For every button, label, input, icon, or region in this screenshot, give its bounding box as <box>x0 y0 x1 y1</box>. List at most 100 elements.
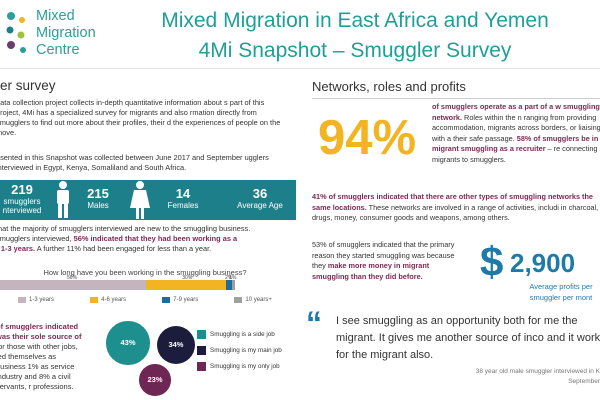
bubble: 23% <box>139 364 171 396</box>
newness-highlight-a: 56% indicated that they had been working… <box>73 234 238 243</box>
stat-age-label: Average Age <box>237 201 283 210</box>
bubble-legend-swatch <box>197 330 206 339</box>
presented-paragraph: esented in this Snapshot was collected b… <box>0 153 269 172</box>
bubble-legend-item: Smuggling is a side job <box>197 330 275 339</box>
logo-line-2: Migration <box>36 25 96 41</box>
bar-value-label: 2% <box>225 275 233 281</box>
job-highlight-a: of smugglers indicated <box>0 322 79 331</box>
network-highlight-b: smuggling network. <box>432 102 600 122</box>
title-line-1: Mixed Migration in East Africa and Yemen <box>161 9 549 32</box>
legend-item: 7-9 years <box>162 297 198 303</box>
logo-dots-icon <box>6 12 26 53</box>
newness-text-b: A further 11% had been engaged for less … <box>35 244 212 253</box>
other-networks-highlight-b: the same locations. <box>312 192 593 212</box>
newness-line-1: that the majority of smugglers interview… <box>0 224 251 233</box>
bubble-legend-label: Smuggling is a side job <box>210 331 275 338</box>
right-section-rule <box>312 98 600 99</box>
bar-value-label: 1% <box>229 275 237 281</box>
stat-females: 14 Females <box>158 186 208 210</box>
newness-line-2: smugglers interviewed, 56% indicated tha… <box>0 234 288 244</box>
stat-females-num: 14 <box>175 186 191 201</box>
reason-highlight: make more money in migrant smuggling tha… <box>312 261 430 281</box>
intro-paragraph: data collection project collects in-dept… <box>0 98 281 137</box>
legend-label: 10 years+ <box>245 297 272 303</box>
stat-males-num: 215 <box>87 186 109 201</box>
profit-label-2: smuggler per mont <box>529 293 593 302</box>
other-networks-text: These networks are involved in a range o… <box>312 202 599 223</box>
network-text-a: Roles within the n ranging from providin… <box>432 112 600 143</box>
network-text-b: – re connecting migrants to smugglers. <box>432 144 598 164</box>
stat-interviewed-num: 219 <box>11 182 33 197</box>
stat-age: 36 Average Age <box>230 186 290 210</box>
chart-title: How long have you been working in the sm… <box>43 268 247 277</box>
quote-text: I see smuggling as an opportunity both f… <box>336 315 600 361</box>
quote-attribution: 38 year old male smuggler interviewed in… <box>350 367 600 387</box>
legend-item: 1-3 years <box>18 297 54 303</box>
bar-value-label: 30% <box>182 275 193 281</box>
header-divider <box>0 68 600 69</box>
stacked-bar <box>0 280 264 290</box>
male-icon <box>57 181 69 218</box>
bubble: 34% <box>156 325 196 365</box>
bubble-legend-label: Smuggling is my only job <box>210 363 280 370</box>
quote-icon: “ <box>306 305 322 341</box>
stat-males-label: Males <box>87 201 109 210</box>
female-icon <box>130 181 150 219</box>
left-section-title: er survey <box>0 78 56 93</box>
stat-females-label: Females <box>167 201 199 210</box>
newness-text-a: smugglers interviewed, <box>0 234 74 243</box>
legend-swatch <box>18 297 27 303</box>
newness-line-3: r 1-3 years. A further 11% had been enga… <box>0 244 288 254</box>
legend-label: 1-3 years <box>29 297 55 303</box>
title-line-2: 4Mi Snapshot – Smuggler Survey <box>198 39 512 62</box>
other-networks-highlight-a: 41% of smugglers indicated that there ar… <box>312 192 581 201</box>
mmc-logo: Mixed Migration Centre <box>2 6 112 64</box>
stat-age-num: 36 <box>252 186 268 201</box>
legend-swatch <box>234 297 243 303</box>
profit-label-1: Average profits per <box>529 282 593 291</box>
bubble-legend-swatch <box>197 362 206 371</box>
logo-line-1: Mixed <box>36 8 75 24</box>
logo-text: Mixed Migration Centre <box>36 8 96 59</box>
profit-amount: 2,900 <box>510 248 576 278</box>
bar-segment <box>146 280 227 290</box>
network-paragraph: of smugglers operate as a part of a w sm… <box>432 102 600 165</box>
job-text: for those with other jobs, ied themselve… <box>0 342 78 391</box>
stat-interviewed-label-1: smugglers <box>3 197 41 206</box>
reason-paragraph: 53% of smugglers indicated that the prim… <box>312 240 468 282</box>
dollar-icon: $ <box>480 238 504 285</box>
stat-males: 215 Males <box>78 186 118 210</box>
legend-item: 4-6 years <box>90 297 126 303</box>
bubble-legend-item: Smuggling is my main job <box>197 346 282 355</box>
legend-item: 10 years+ <box>234 297 272 303</box>
big-percentage: 94% <box>318 111 417 165</box>
bar-segment <box>231 280 235 290</box>
bubble-legend-swatch <box>197 346 206 355</box>
legend-label: 7-9 years <box>173 297 199 303</box>
other-networks-paragraph: 41% of smugglers indicated that there ar… <box>312 192 600 224</box>
legend-label: 4-6 years <box>101 297 127 303</box>
legend-swatch <box>162 297 171 303</box>
legend-swatch <box>90 297 99 303</box>
logo-line-3: Centre <box>36 42 80 58</box>
bubble-legend-label: Smuggling is my main job <box>210 347 282 354</box>
stat-interviewed-label-2: nterviewed <box>2 206 42 215</box>
bubble: 43% <box>106 321 150 365</box>
newness-paragraph: that the majority of smugglers interview… <box>0 224 288 254</box>
reason-text: 53% of smugglers indicated that the prim… <box>312 240 455 270</box>
bar-value-label: 56% <box>67 275 78 281</box>
job-paragraph: of smugglers indicated was their sole so… <box>0 322 82 392</box>
network-highlight-c: 58% of smugglers be in migrant smuggling… <box>432 133 599 154</box>
quote-attribution-2: September <box>568 378 600 385</box>
stat-interviewed: 219 smugglers nterviewed <box>0 182 44 215</box>
right-section-title: Networks, roles and profits <box>312 79 466 94</box>
network-highlight-a: of smugglers operate as a part of a w <box>432 102 561 111</box>
quote-attribution-1: 38 year old male smuggler interviewed in… <box>475 368 600 375</box>
page-title: Mixed Migration in East Africa and Yemen… <box>120 6 590 66</box>
bar-legend: 1-3 years 4-6 years 7-9 years 10 years+ <box>0 297 290 303</box>
bar-segment <box>0 280 147 290</box>
newness-highlight-b: r 1-3 years. <box>0 244 36 253</box>
profit-label: Average profits per smuggler per mont <box>506 281 600 303</box>
job-highlight-b: was their sole source of <box>0 332 82 341</box>
bar-segment <box>226 280 232 290</box>
